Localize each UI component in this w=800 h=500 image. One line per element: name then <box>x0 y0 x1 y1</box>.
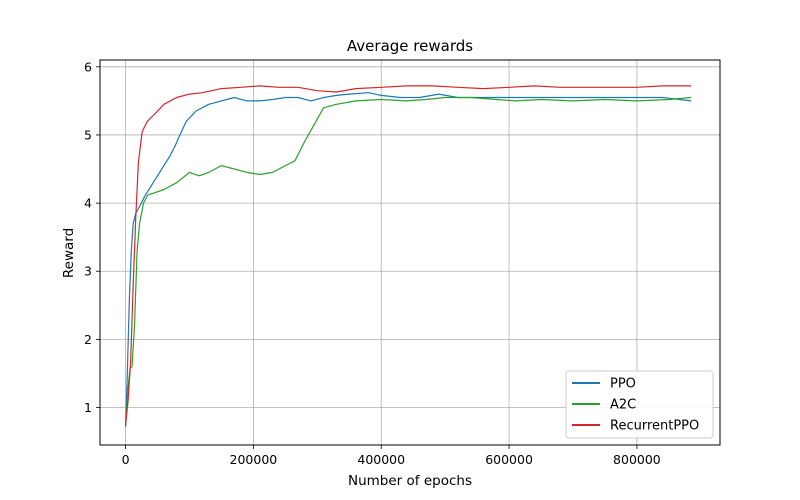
x-tick-label: 0 <box>122 452 130 467</box>
legend: PPO A2C RecurrentPPO <box>565 370 714 439</box>
x-tick-label: 800000 <box>613 452 661 467</box>
x-axis-ticks: 0 200000 400000 600000 800000 <box>122 445 661 467</box>
legend-label: PPO <box>610 377 636 392</box>
grid <box>100 60 720 445</box>
legend-label: A2C <box>610 398 636 413</box>
series-lines <box>125 85 692 427</box>
y-axis-ticks: 1 2 3 4 5 6 <box>84 59 100 415</box>
y-tick-label: 5 <box>84 127 92 142</box>
y-tick-label: 1 <box>84 400 92 415</box>
legend-label: RecurrentPPO <box>610 419 699 434</box>
x-axis-label: Number of epochs <box>348 473 472 489</box>
series-line-recurrentppo <box>125 85 692 425</box>
y-tick-label: 6 <box>84 59 92 74</box>
chart-title: Average rewards <box>347 37 473 55</box>
series-line-ppo <box>125 92 692 427</box>
legend-box <box>565 370 714 439</box>
series-line-a2c <box>125 96 692 427</box>
y-tick-label: 4 <box>84 196 92 211</box>
y-axis-label: Reward <box>61 228 77 278</box>
x-tick-label: 200000 <box>230 452 278 467</box>
plot-frame <box>99 59 721 446</box>
y-tick-label: 3 <box>84 264 92 279</box>
x-tick-label: 600000 <box>485 452 533 467</box>
y-tick-label: 2 <box>84 332 92 347</box>
x-tick-label: 400000 <box>357 452 405 467</box>
